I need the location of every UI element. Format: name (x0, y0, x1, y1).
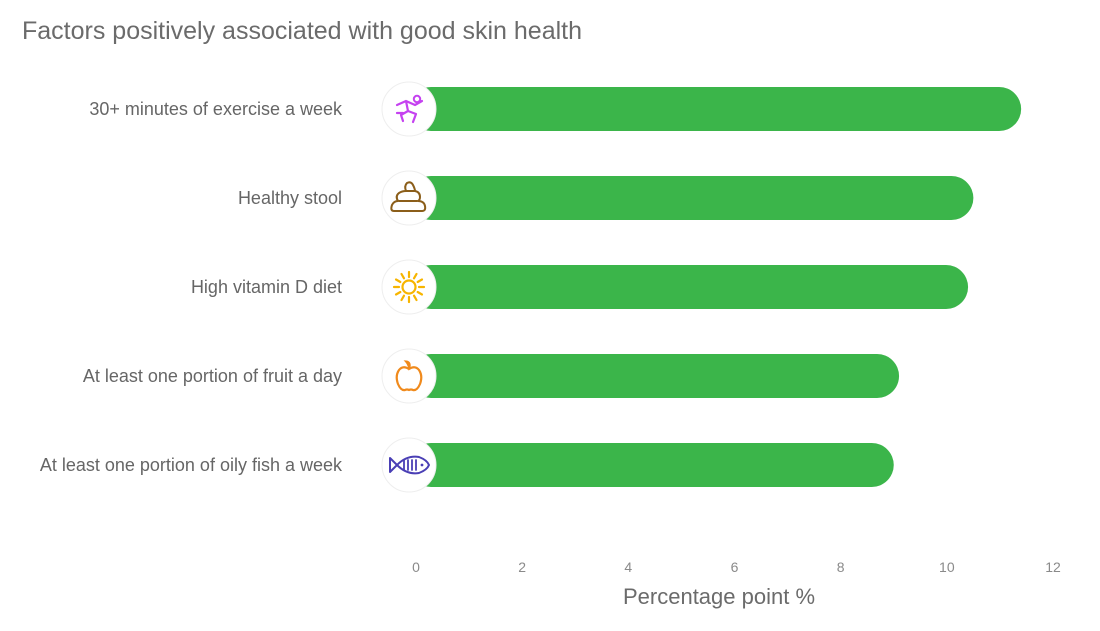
bar-2 (409, 265, 969, 309)
x-tick-label: 6 (731, 559, 739, 575)
x-tick-label: 2 (518, 559, 526, 575)
bar-0 (409, 87, 1022, 131)
x-tick-label: 8 (837, 559, 845, 575)
bar-4 (409, 443, 894, 487)
apple-icon (381, 348, 437, 404)
sun-icon (381, 259, 437, 315)
stool-icon (381, 170, 437, 226)
running-person-icon (381, 81, 437, 137)
category-label: At least one portion of fruit a day (83, 366, 342, 386)
category-label: 30+ minutes of exercise a week (89, 99, 343, 119)
x-tick-label: 0 (412, 559, 420, 575)
chart-title: Factors positively associated with good … (22, 17, 583, 45)
category-label: At least one portion of oily fish a week (40, 455, 343, 475)
category-label: High vitamin D diet (191, 277, 342, 297)
category-label: Healthy stool (238, 188, 342, 208)
x-tick-label: 10 (939, 559, 955, 575)
x-axis-title: Percentage point % (623, 584, 815, 609)
fish-icon (381, 437, 437, 493)
x-tick-label: 4 (624, 559, 632, 575)
bar-3 (409, 354, 900, 398)
bar-1 (409, 176, 974, 220)
x-tick-label: 12 (1045, 559, 1061, 575)
